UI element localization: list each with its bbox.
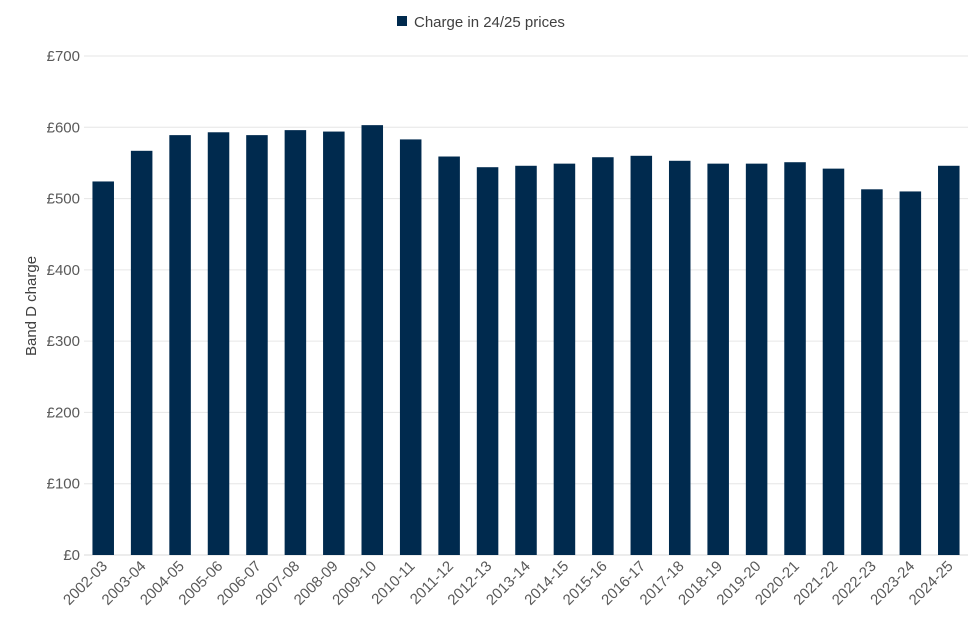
y-tick-label: £700 — [47, 48, 80, 65]
bar — [745, 163, 768, 556]
legend: Charge in 24/25 prices — [397, 14, 565, 31]
bar — [207, 132, 230, 556]
bar — [92, 181, 114, 555]
bar — [130, 150, 153, 555]
y-axis-ticks: £0 £100 £200 £300 £400 £500 £600 £700 — [47, 48, 80, 564]
bar — [361, 125, 384, 555]
bar — [284, 130, 307, 555]
bar — [938, 165, 960, 555]
y-tick-label: £600 — [47, 119, 80, 136]
bar — [707, 163, 729, 556]
bar — [323, 131, 345, 555]
bar — [515, 165, 537, 555]
y-tick-label: £200 — [47, 404, 80, 421]
bar — [399, 139, 422, 555]
x-axis-ticks: 2002-032003-042004-052005-062006-072007-… — [60, 558, 957, 609]
legend-label: Charge in 24/25 prices — [414, 14, 565, 31]
y-tick-label: £500 — [47, 191, 80, 208]
bar — [169, 135, 191, 555]
legend-swatch — [397, 16, 407, 26]
y-axis-title: Band D charge — [23, 256, 40, 356]
y-tick-label: £400 — [47, 262, 80, 279]
bar — [899, 191, 922, 555]
bar — [592, 157, 614, 555]
y-tick-label: £0 — [63, 547, 80, 564]
bar — [668, 160, 691, 556]
bars — [92, 125, 960, 556]
bar — [861, 189, 883, 555]
bar — [630, 155, 653, 556]
y-tick-label: £300 — [47, 333, 80, 350]
bar — [784, 162, 806, 556]
bar — [438, 156, 460, 555]
y-tick-label: £100 — [47, 476, 80, 493]
bar — [822, 168, 845, 556]
bar — [553, 163, 576, 556]
bar — [246, 135, 268, 555]
bar — [476, 167, 499, 555]
